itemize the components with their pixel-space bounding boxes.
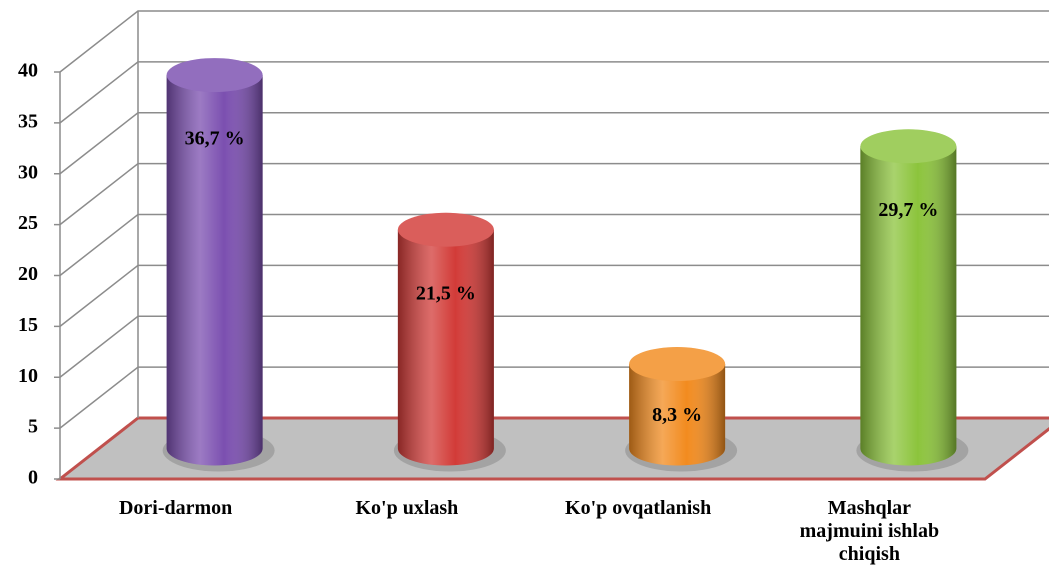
cylinder-shade	[860, 146, 957, 466]
data-label: 8,3 %	[652, 404, 702, 426]
floor	[55, 416, 1049, 481]
y-tick-label: 5	[28, 416, 38, 438]
cylinder-top	[860, 129, 957, 164]
cylinder-top-shine	[166, 58, 263, 93]
cylinder-shade	[166, 75, 263, 466]
y-tick-label: 30	[18, 161, 38, 183]
y-tick-label: 10	[18, 365, 38, 387]
y-tick-label: 15	[18, 314, 38, 336]
cylinder-shade	[397, 229, 494, 466]
cylinder-shade	[629, 364, 726, 466]
cylinder-top-shine	[397, 212, 494, 247]
data-label: 36,7 %	[185, 128, 245, 150]
cylinder-top-shine	[860, 129, 957, 164]
y-tick-label: 20	[18, 263, 38, 285]
x-tick-label: Dori-darmon	[118, 497, 233, 519]
x-tick-label: Ko'p ovqatlanish	[565, 497, 712, 519]
x-tick-label: Ko'p uxlash	[355, 497, 459, 519]
y-tick-label: 35	[18, 110, 38, 132]
x-tick-label: Mashqlar majmuini ishlab chiqish	[799, 497, 940, 565]
y-tick-label: 0	[28, 467, 38, 489]
data-label: 21,5 %	[416, 282, 476, 304]
cylinder-top	[397, 212, 494, 247]
cylinder-top-shine	[629, 347, 726, 382]
data-label: 29,7 %	[878, 199, 938, 221]
y-tick-label: 25	[18, 212, 38, 234]
y-tick-label: 40	[18, 60, 38, 82]
cylinder-top	[629, 347, 726, 382]
cylinder-top	[166, 58, 263, 93]
